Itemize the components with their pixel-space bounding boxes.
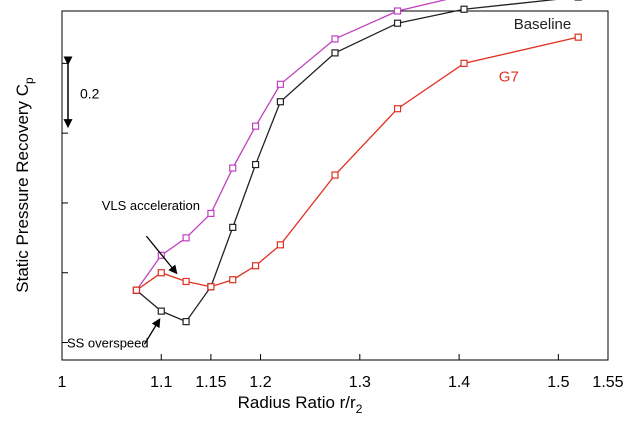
data-point-g5 xyxy=(251,122,260,130)
data-point-g7 xyxy=(460,59,468,67)
data-point-baseline xyxy=(276,98,284,106)
y-axis-ticks xyxy=(62,62,68,344)
x-tick-label: 1 xyxy=(58,374,67,391)
series-baseline: Baseline xyxy=(132,0,582,326)
annotation-arrow xyxy=(143,318,161,345)
scale-indicator-label: 0.2 xyxy=(80,85,100,101)
x-tick-label: 1.3 xyxy=(349,374,371,391)
data-point-g7 xyxy=(251,262,260,270)
annotation-arrow xyxy=(145,235,178,275)
annotation-layer: VLS acceleration SS overspeed xyxy=(67,198,200,351)
data-point-g5 xyxy=(207,209,215,218)
data-point-g7 xyxy=(331,171,339,179)
x-axis-title: Radius Ratio r/r2 xyxy=(238,393,363,416)
scale-indicator: 0.2 xyxy=(63,56,100,129)
x-tick-label: 1.55 xyxy=(592,374,623,391)
data-point-g5 xyxy=(182,234,190,242)
data-point-g7 xyxy=(207,283,215,291)
data-point-baseline xyxy=(157,307,165,315)
plot-frame xyxy=(61,10,609,361)
x-tick-label: 1.5 xyxy=(547,374,569,391)
annotation: SS overspeed xyxy=(67,318,161,351)
data-point-g7 xyxy=(393,105,402,113)
series-g5: G5 xyxy=(132,0,447,294)
data-point-g7 xyxy=(229,276,237,284)
data-point-baseline xyxy=(331,49,339,57)
data-point-g7 xyxy=(182,277,190,286)
data-point-g5 xyxy=(229,164,237,172)
data-point-g5 xyxy=(276,80,284,88)
x-tick-label: 1.2 xyxy=(249,374,271,391)
annotation-label: SS overspeed xyxy=(67,336,149,351)
data-point-g5 xyxy=(331,35,339,43)
series-line-baseline xyxy=(136,0,557,323)
data-point-baseline xyxy=(251,160,260,169)
data-point-baseline xyxy=(182,318,190,326)
data-point-baseline xyxy=(229,223,237,231)
x-tick-label: 1.4 xyxy=(448,374,470,391)
x-tick-label: 1.15 xyxy=(195,374,226,391)
series-label-baseline: Baseline xyxy=(514,16,572,33)
data-point-baseline xyxy=(460,5,468,13)
series-g7: G7 xyxy=(132,33,582,294)
annotation: VLS acceleration xyxy=(102,198,200,275)
data-point-baseline xyxy=(393,19,402,27)
data-point-g5 xyxy=(393,7,402,15)
data-point-g7 xyxy=(276,241,284,249)
series-line-g5 xyxy=(135,0,447,291)
y-axis-title: Static Pressure Recovery Cp xyxy=(13,77,36,293)
annotation-label: VLS acceleration xyxy=(102,198,200,213)
x-axis-ticks: 1 1.1 1.15 1.2 1.3 1.4 1.5 1.55 xyxy=(58,354,624,391)
series-layer: G5 Baseline G7 xyxy=(132,0,582,326)
x-tick-label: 1.1 xyxy=(150,374,172,391)
series-label-g7: G7 xyxy=(499,68,519,85)
data-point-g7 xyxy=(157,269,165,277)
data-point-g7 xyxy=(132,286,141,294)
data-point-g7 xyxy=(574,33,582,41)
